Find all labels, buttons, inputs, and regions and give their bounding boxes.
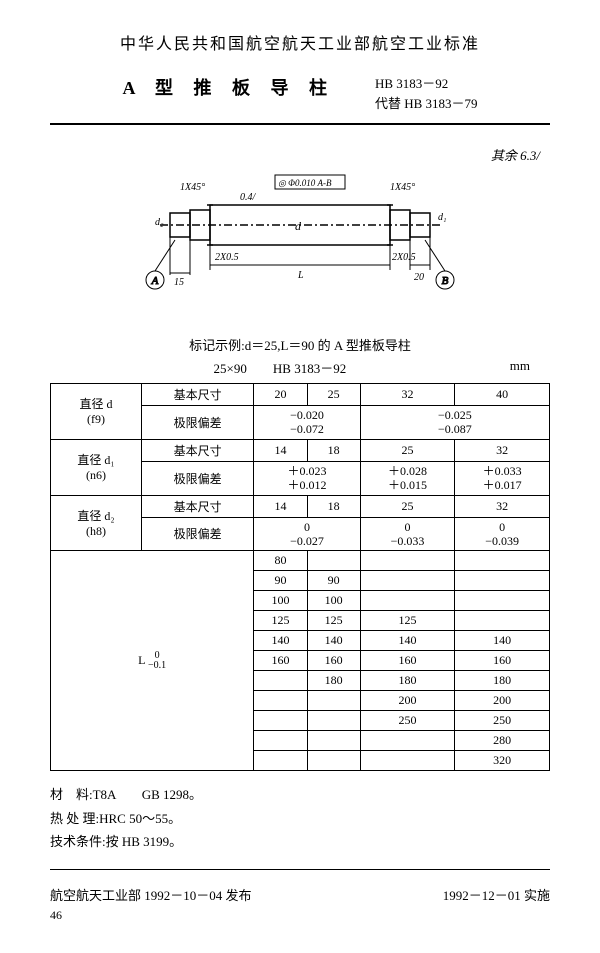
standard-code: HB 3183－92 <box>375 74 478 94</box>
divider <box>50 123 550 125</box>
replaces-code: 代替 HB 3183－79 <box>375 94 478 114</box>
svg-text:◎ Φ0.010 A-B: ◎ Φ0.010 A-B <box>278 178 332 188</box>
svg-text:15: 15 <box>174 277 184 288</box>
svg-text:0.4/: 0.4/ <box>240 192 257 203</box>
svg-text:2X0.5: 2X0.5 <box>215 252 239 263</box>
issue-date: 航空航天工业部 1992－10－04 发布 <box>50 885 252 904</box>
svg-text:2X0.5: 2X0.5 <box>392 252 416 263</box>
svg-text:B: B <box>442 275 449 287</box>
footer-divider <box>50 869 550 870</box>
doc-title: A 型 推 板 导 柱 <box>122 74 335 100</box>
heat-treatment-note: 热 处 理:HRC 50～55。 <box>50 807 550 830</box>
example-code: 25×90 HB 3183－92 mm <box>50 358 550 377</box>
material-note: 材 料:T8A GB 1298。 <box>50 783 550 806</box>
svg-text:L: L <box>297 270 304 281</box>
page-number: 46 <box>50 908 550 923</box>
unit-label: mm <box>510 358 530 374</box>
svg-text:1X45°: 1X45° <box>390 182 415 193</box>
marking-example: 标记示例:d＝25,L＝90 的 A 型推板导柱 <box>50 335 550 354</box>
svg-text:20: 20 <box>414 272 424 283</box>
svg-text:d: d <box>295 219 302 233</box>
svg-text:1X45°: 1X45° <box>180 182 205 193</box>
svg-text:d₁: d₁ <box>438 212 446 223</box>
svg-text:d₂: d₂ <box>155 217 164 228</box>
notes-block: 材 料:T8A GB 1298。 热 处 理:HRC 50～55。 技术条件:按… <box>50 783 550 853</box>
surface-note: 其余 6.3/ <box>491 145 540 164</box>
dimension-table: 直径 d(f9) 基本尺寸 20253240 极限偏差 −0.020−0.072… <box>50 383 550 771</box>
svg-text:A: A <box>151 275 159 287</box>
effective-date: 1992－12－01 实施 <box>443 885 550 904</box>
tech-conditions-note: 技术条件:按 HB 3199。 <box>50 830 550 853</box>
org-header: 中华人民共和国航空航天工业部航空工业标准 <box>50 30 550 54</box>
technical-diagram: 其余 6.3/ A B 1X45° 1X45° ◎ Φ0.010 A-B <box>50 145 550 325</box>
